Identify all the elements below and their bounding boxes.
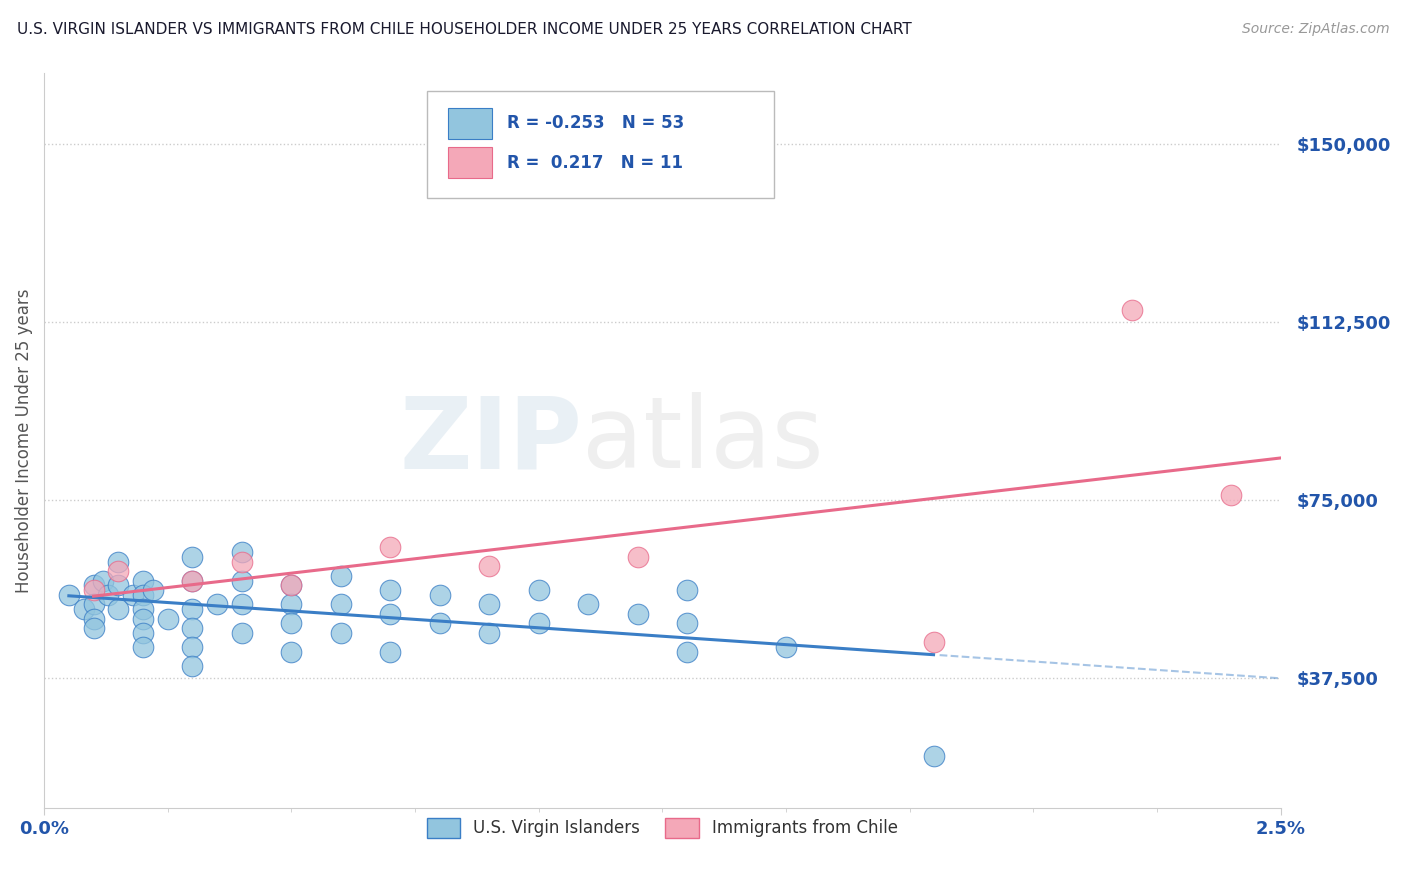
Point <box>924 635 946 649</box>
Point <box>280 578 302 592</box>
Point <box>1121 303 1143 318</box>
Point <box>380 541 402 555</box>
Point <box>83 621 105 635</box>
Point <box>627 549 650 564</box>
Bar <box>449 108 492 139</box>
Point <box>280 645 302 659</box>
Point <box>132 574 155 588</box>
Text: Source: ZipAtlas.com: Source: ZipAtlas.com <box>1241 22 1389 37</box>
Point <box>107 564 129 578</box>
Point <box>107 555 129 569</box>
Point <box>132 588 155 602</box>
Point <box>181 574 204 588</box>
Point <box>181 640 204 654</box>
Point <box>924 749 946 764</box>
Point <box>231 545 253 559</box>
Text: ZIP: ZIP <box>399 392 582 489</box>
Point <box>132 612 155 626</box>
Point <box>429 616 451 631</box>
Point <box>478 626 501 640</box>
FancyBboxPatch shape <box>427 91 773 198</box>
Point <box>676 616 699 631</box>
Point <box>132 626 155 640</box>
Point <box>142 583 165 598</box>
Point <box>83 578 105 592</box>
Point <box>576 598 599 612</box>
Point <box>93 574 115 588</box>
Point <box>380 583 402 598</box>
Point <box>107 602 129 616</box>
Point <box>380 645 402 659</box>
Legend: U.S. Virgin Islanders, Immigrants from Chile: U.S. Virgin Islanders, Immigrants from C… <box>420 812 904 844</box>
Point <box>181 574 204 588</box>
Point <box>280 578 302 592</box>
Text: R = -0.253   N = 53: R = -0.253 N = 53 <box>506 114 683 132</box>
Point <box>380 607 402 621</box>
Point <box>122 588 145 602</box>
Point <box>527 583 550 598</box>
Point <box>83 598 105 612</box>
Bar <box>449 147 492 178</box>
Point <box>73 602 96 616</box>
Point <box>132 602 155 616</box>
Point <box>181 602 204 616</box>
Point <box>58 588 80 602</box>
Point <box>280 616 302 631</box>
Point <box>231 598 253 612</box>
Text: U.S. VIRGIN ISLANDER VS IMMIGRANTS FROM CHILE HOUSEHOLDER INCOME UNDER 25 YEARS : U.S. VIRGIN ISLANDER VS IMMIGRANTS FROM … <box>17 22 911 37</box>
Point <box>181 659 204 673</box>
Point <box>231 574 253 588</box>
Point <box>329 626 352 640</box>
Point <box>83 583 105 598</box>
Point <box>231 626 253 640</box>
Point <box>83 612 105 626</box>
Point <box>231 555 253 569</box>
Point <box>775 640 797 654</box>
Point <box>478 598 501 612</box>
Point <box>107 578 129 592</box>
Point <box>329 598 352 612</box>
Point <box>132 640 155 654</box>
Point <box>329 569 352 583</box>
Text: R =  0.217   N = 11: R = 0.217 N = 11 <box>506 153 682 171</box>
Point <box>205 598 228 612</box>
Point <box>181 549 204 564</box>
Point <box>1220 488 1243 502</box>
Y-axis label: Householder Income Under 25 years: Householder Income Under 25 years <box>15 288 32 593</box>
Point <box>181 621 204 635</box>
Point <box>676 645 699 659</box>
Point <box>527 616 550 631</box>
Point <box>280 598 302 612</box>
Point <box>429 588 451 602</box>
Point <box>627 607 650 621</box>
Point <box>478 559 501 574</box>
Point <box>156 612 179 626</box>
Point <box>676 583 699 598</box>
Text: atlas: atlas <box>582 392 824 489</box>
Point <box>97 588 120 602</box>
